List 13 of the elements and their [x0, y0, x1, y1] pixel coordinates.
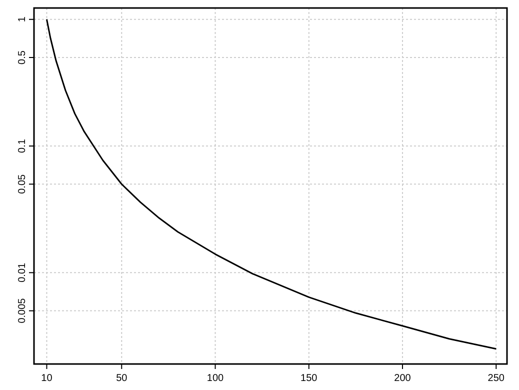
y-tick-label: 0.005: [17, 298, 28, 324]
x-tick-label: 200: [394, 373, 412, 384]
y-tick-label: 0.5: [17, 50, 28, 64]
x-tick-label: 100: [206, 373, 224, 384]
line-series: [46, 18, 497, 350]
y-tick-label: 0.05: [17, 174, 28, 194]
x-tick-label: 250: [488, 373, 505, 384]
x-tick-label: 10: [41, 373, 53, 384]
x-tick-label: 150: [300, 373, 318, 384]
y-tick-label: 1: [17, 16, 28, 22]
y-tick-label: 0.1: [17, 138, 28, 153]
x-tick-label: 50: [116, 373, 128, 384]
y-tick-label: 0.01: [17, 262, 28, 282]
